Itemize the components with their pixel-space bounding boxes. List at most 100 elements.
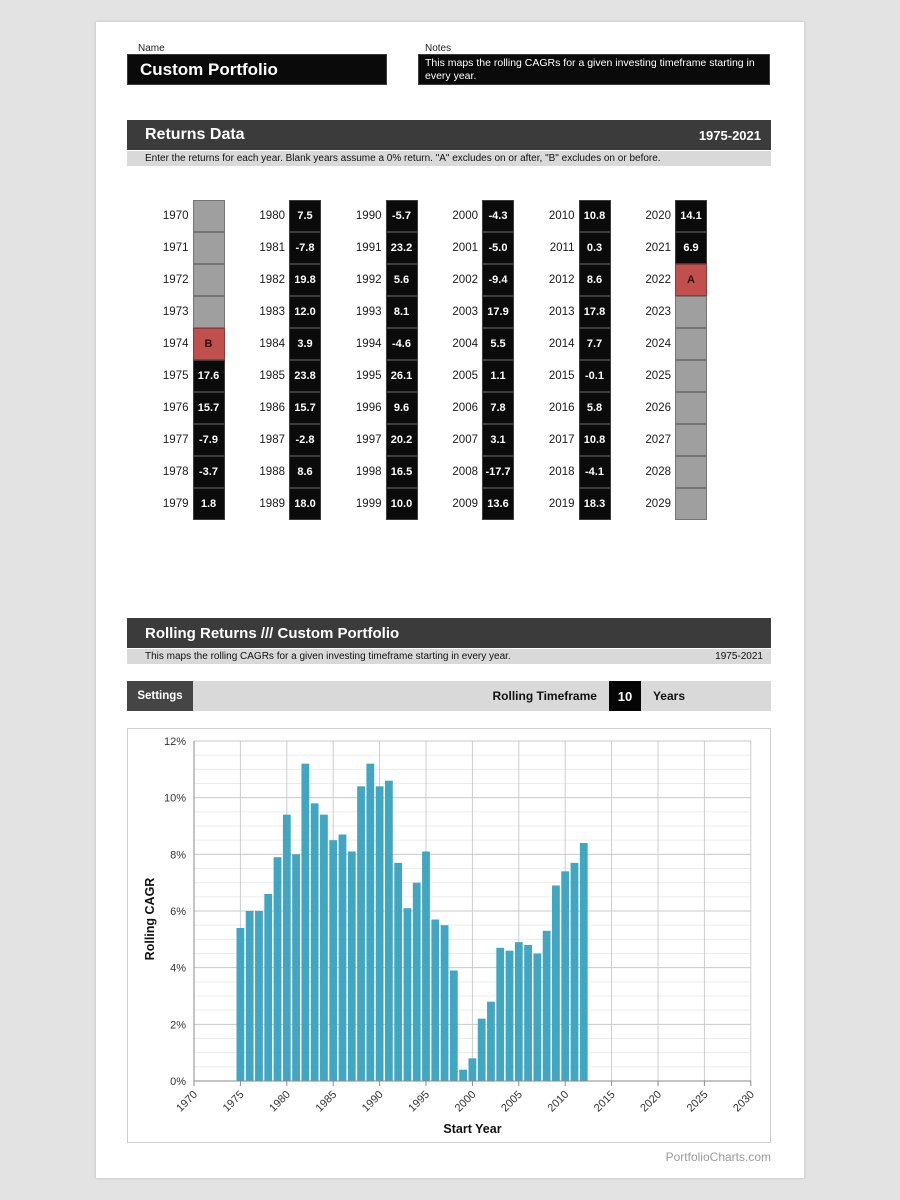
year-label: 1985 [259, 370, 285, 382]
returns-column: 2010 10.8 2011 0.3 2012 8.6 2013 17.8 2014 7.7 201… [519, 200, 611, 520]
rolling-returns-chart: 0% 2% 4% 6% 8% 10% 12% 1970 1975 1980 1985 1990 1995… [127, 728, 771, 1143]
return-cell-1973[interactable] [192, 296, 225, 328]
return-cell-1984[interactable]: 3.9 [289, 328, 321, 360]
return-cell-2027[interactable] [675, 424, 707, 456]
return-cell-2023[interactable] [675, 296, 707, 328]
rolling-section-header: Rolling Returns /// Custom Portfolio [127, 618, 771, 648]
x-tick-label: 2015 [592, 1089, 618, 1115]
table-row: 2020 14.1 [615, 200, 707, 232]
table-row: 2009 13.6 [422, 488, 514, 520]
year-label: 1987 [259, 434, 285, 446]
rolling-timeframe-unit: Years [652, 689, 685, 703]
return-cell-1974[interactable]: B [192, 328, 225, 360]
return-cell-2011[interactable]: 0.3 [578, 232, 611, 264]
y-tick-label: 4% [170, 963, 186, 975]
return-cell-1971[interactable] [192, 232, 225, 264]
return-cell-2006[interactable]: 7.8 [482, 392, 514, 424]
table-row: 1999 10.0 [326, 488, 418, 520]
year-label: 2029 [645, 498, 671, 510]
return-cell-1983[interactable]: 12.0 [289, 296, 321, 328]
return-cell-1999[interactable]: 10.0 [385, 488, 418, 520]
return-cell-2013[interactable]: 17.8 [578, 296, 611, 328]
return-cell-2003[interactable]: 17.9 [482, 296, 514, 328]
year-label: 1977 [162, 434, 189, 446]
year-label: 2023 [645, 306, 671, 318]
settings-chip: Settings [127, 681, 193, 711]
return-cell-1981[interactable]: -7.8 [289, 232, 321, 264]
table-row: 2029 [615, 488, 707, 520]
return-cell-2016[interactable]: 5.8 [578, 392, 611, 424]
return-cell-1988[interactable]: 8.6 [289, 456, 321, 488]
return-cell-1993[interactable]: 8.1 [385, 296, 418, 328]
table-row: 2012 8.6 [519, 264, 611, 296]
return-cell-2005[interactable]: 1.1 [482, 360, 514, 392]
table-row: 1982 19.8 [229, 264, 321, 296]
year-label: 2022 [645, 274, 671, 286]
cagr-bar-2000 [468, 1058, 477, 1081]
year-label: 2028 [645, 466, 671, 478]
return-cell-2001[interactable]: -5.0 [482, 232, 514, 264]
return-cell-2002[interactable]: -9.4 [482, 264, 514, 296]
return-cell-1985[interactable]: 23.8 [289, 360, 321, 392]
return-cell-1986[interactable]: 15.7 [289, 392, 321, 424]
name-label: Name [138, 43, 165, 54]
return-cell-1990[interactable]: -5.7 [385, 200, 418, 232]
return-cell-1995[interactable]: 26.1 [385, 360, 418, 392]
return-cell-1994[interactable]: -4.6 [385, 328, 418, 360]
notes-input[interactable]: This maps the rolling CAGRs for a given … [418, 54, 770, 85]
return-cell-1992[interactable]: 5.6 [385, 264, 418, 296]
return-cell-1980[interactable]: 7.5 [289, 200, 321, 232]
return-cell-1976[interactable]: 15.7 [192, 392, 225, 424]
return-cell-2012[interactable]: 8.6 [578, 264, 611, 296]
return-cell-2008[interactable]: -17.7 [482, 456, 514, 488]
return-cell-1997[interactable]: 20.2 [385, 424, 418, 456]
return-cell-1987[interactable]: -2.8 [289, 424, 321, 456]
table-row: 1990 -5.7 [326, 200, 418, 232]
return-cell-2021[interactable]: 6.9 [675, 232, 707, 264]
return-cell-2017[interactable]: 10.8 [578, 424, 611, 456]
return-cell-2024[interactable] [675, 328, 707, 360]
return-cell-2018[interactable]: -4.1 [578, 456, 611, 488]
return-cell-2007[interactable]: 3.1 [482, 424, 514, 456]
table-row: 1980 7.5 [229, 200, 321, 232]
table-row: 1985 23.8 [229, 360, 321, 392]
year-label: 2015 [548, 370, 575, 382]
name-input[interactable]: Custom Portfolio [127, 54, 387, 85]
return-cell-1975[interactable]: 17.6 [192, 360, 225, 392]
return-cell-1977[interactable]: -7.9 [192, 424, 225, 456]
return-cell-1991[interactable]: 23.2 [385, 232, 418, 264]
x-tick-label: 2030 [731, 1089, 757, 1115]
year-label: 2006 [452, 402, 478, 414]
return-cell-1978[interactable]: -3.7 [192, 456, 225, 488]
return-cell-1989[interactable]: 18.0 [289, 488, 321, 520]
return-cell-2010[interactable]: 10.8 [578, 200, 611, 232]
return-cell-2014[interactable]: 7.7 [578, 328, 611, 360]
return-cell-2019[interactable]: 18.3 [578, 488, 611, 520]
return-cell-1970[interactable] [192, 200, 225, 232]
return-cell-1998[interactable]: 16.5 [385, 456, 418, 488]
return-cell-2020[interactable]: 14.1 [675, 200, 707, 232]
year-label: 1994 [355, 338, 382, 350]
return-cell-2015[interactable]: -0.1 [578, 360, 611, 392]
cagr-bar-1991 [384, 780, 393, 1081]
return-cell-2009[interactable]: 13.6 [482, 488, 514, 520]
cagr-bar-1980 [282, 814, 291, 1081]
return-cell-2022[interactable]: A [675, 264, 707, 296]
cagr-bar-2004 [505, 950, 514, 1081]
return-cell-1996[interactable]: 9.6 [385, 392, 418, 424]
year-label: 1992 [355, 274, 382, 286]
return-cell-2026[interactable] [675, 392, 707, 424]
return-cell-1982[interactable]: 19.8 [289, 264, 321, 296]
return-cell-2028[interactable] [675, 456, 707, 488]
cagr-bar-1998 [449, 970, 458, 1081]
return-cell-1979[interactable]: 1.8 [192, 488, 225, 520]
return-cell-2004[interactable]: 5.5 [482, 328, 514, 360]
x-tick-label: 2020 [638, 1089, 664, 1115]
return-cell-2000[interactable]: -4.3 [482, 200, 514, 232]
rolling-subtitle-bar: This maps the rolling CAGRs for a given … [127, 649, 771, 664]
rolling-timeframe-input[interactable]: 10 [608, 681, 641, 711]
return-cell-1972[interactable] [192, 264, 225, 296]
table-row: 2007 3.1 [422, 424, 514, 456]
return-cell-2029[interactable] [675, 488, 707, 520]
return-cell-2025[interactable] [675, 360, 707, 392]
